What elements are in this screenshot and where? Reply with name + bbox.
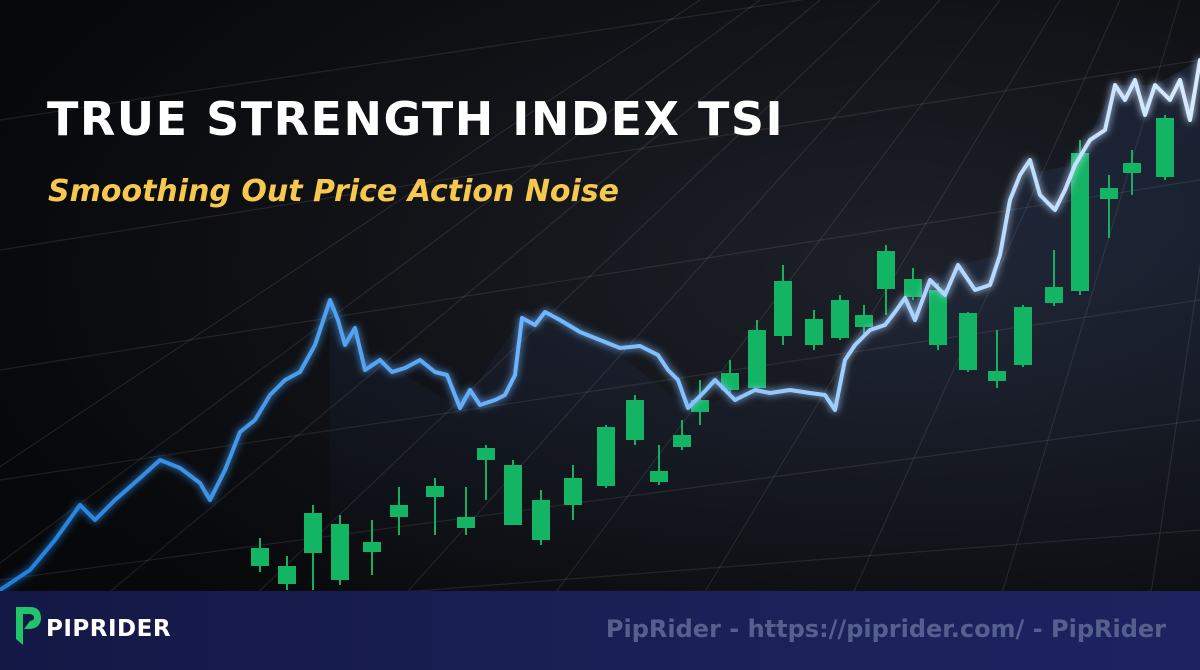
candle: [721, 360, 739, 395]
chart-artwork: [0, 0, 1200, 600]
candle: [1156, 115, 1174, 180]
candle: [1045, 250, 1063, 306]
candle-body: [331, 524, 349, 580]
grid-line: [0, 59, 1200, 251]
candle-body: [774, 281, 792, 336]
candle-body: [363, 542, 381, 552]
candle: [626, 395, 644, 445]
subtitle: Smoothing Out Price Action Noise: [48, 174, 620, 209]
candle: [673, 420, 691, 450]
candle-body: [650, 471, 668, 482]
candle: [831, 295, 849, 340]
candle-body: [426, 486, 444, 497]
candle-body: [1014, 307, 1032, 365]
candle-body: [1045, 287, 1063, 303]
candle: [532, 490, 550, 545]
candle-body: [673, 435, 691, 447]
candle-body: [304, 513, 322, 553]
candle: [504, 460, 522, 525]
candle: [805, 310, 823, 350]
candle-body: [278, 566, 296, 584]
candle-body: [988, 371, 1006, 381]
candle-body: [855, 315, 873, 327]
candle-body: [626, 400, 644, 440]
credit: PipRider - https://piprider.com/ - PipRi…: [605, 615, 1166, 643]
line-area: [330, 60, 1200, 600]
candle: [988, 330, 1006, 388]
candle-body: [831, 300, 849, 338]
candle: [278, 556, 296, 590]
candle: [1071, 140, 1089, 295]
candle: [877, 245, 895, 315]
candle: [1100, 175, 1118, 238]
candle: [748, 320, 766, 392]
candle: [650, 445, 668, 485]
candle-body: [748, 330, 766, 388]
title: TRUE STRENGTH INDEX TSI: [47, 92, 785, 146]
candle: [855, 305, 873, 335]
grid-line: [0, 0, 761, 564]
candle: [564, 465, 582, 520]
candle: [774, 265, 792, 345]
grid-line: [0, 0, 805, 121]
candle: [457, 487, 475, 535]
candle-body: [721, 373, 739, 390]
candle-body: [477, 448, 495, 460]
candle-body: [532, 500, 550, 540]
grid-line: [0, 179, 1200, 371]
candle: [426, 478, 444, 535]
candle-body: [597, 427, 615, 486]
logo-shape: [16, 607, 41, 645]
grid-line: [0, 0, 701, 468]
candle: [1014, 305, 1032, 367]
candle: [959, 312, 977, 372]
candle: [597, 425, 615, 488]
grid-line: [99, 0, 821, 600]
candlesticks: [251, 115, 1174, 590]
candle-body: [929, 290, 947, 345]
candle-body: [1071, 153, 1089, 291]
footer: PIPRIDER PipRider - https://piprider.com…: [0, 591, 1200, 670]
candle-body: [251, 548, 269, 566]
candle-body: [805, 319, 823, 345]
candle: [1123, 150, 1141, 195]
candle: [251, 538, 269, 572]
brand: PIPRIDER: [46, 616, 172, 642]
candle-body: [390, 505, 408, 517]
logo-icon: [16, 607, 41, 645]
candle-body: [877, 251, 895, 289]
candle: [331, 515, 349, 585]
indicator-line: [0, 58, 1200, 592]
candle-body: [1100, 188, 1118, 199]
candle-body: [457, 517, 475, 528]
candle-body: [904, 279, 922, 297]
candle-body: [564, 478, 582, 505]
candle: [477, 445, 495, 500]
candle: [363, 520, 381, 575]
candle-body: [504, 465, 522, 525]
candle-body: [1156, 118, 1174, 177]
candle: [929, 283, 947, 350]
candle: [904, 268, 922, 300]
candle: [390, 487, 408, 535]
candle-body: [1123, 163, 1141, 173]
candle-body: [959, 313, 977, 370]
candle: [304, 505, 322, 590]
